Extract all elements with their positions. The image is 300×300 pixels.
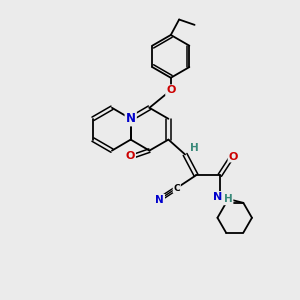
Text: O: O [126, 151, 135, 161]
Text: N: N [213, 192, 223, 202]
Text: O: O [229, 152, 238, 161]
Text: C: C [173, 184, 180, 193]
Text: N: N [126, 112, 136, 125]
Text: H: H [190, 143, 199, 153]
Text: H: H [224, 194, 233, 204]
Text: O: O [166, 85, 176, 95]
Text: N: N [126, 112, 136, 125]
Text: N: N [155, 195, 164, 205]
